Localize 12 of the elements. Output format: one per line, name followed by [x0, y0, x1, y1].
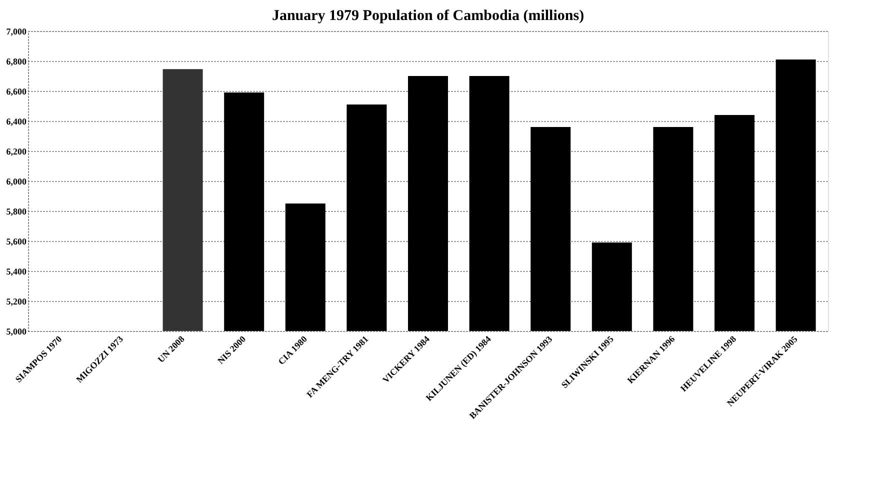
y-tick-label: 5,200 — [6, 296, 27, 306]
y-tick-label: 6,200 — [6, 146, 27, 156]
chart-title: January 1979 Population of Cambodia (millions) — [272, 8, 584, 24]
y-tick-label: 5,800 — [6, 206, 27, 216]
y-tick-label: 5,000 — [6, 326, 27, 336]
y-tick-label: 6,000 — [6, 176, 27, 186]
y-tick-label: 6,800 — [6, 56, 27, 66]
y-tick-label: 5,600 — [6, 236, 27, 246]
y-tick-label: 7,000 — [6, 26, 27, 36]
y-tick-label: 6,600 — [6, 86, 27, 96]
y-tick-label: 5,400 — [6, 266, 27, 276]
y-tick-label: 6,400 — [6, 116, 27, 126]
